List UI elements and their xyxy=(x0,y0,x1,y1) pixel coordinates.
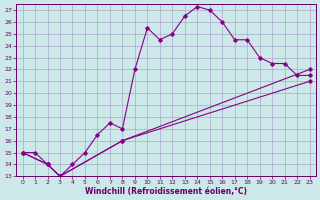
X-axis label: Windchill (Refroidissement éolien,°C): Windchill (Refroidissement éolien,°C) xyxy=(85,187,247,196)
